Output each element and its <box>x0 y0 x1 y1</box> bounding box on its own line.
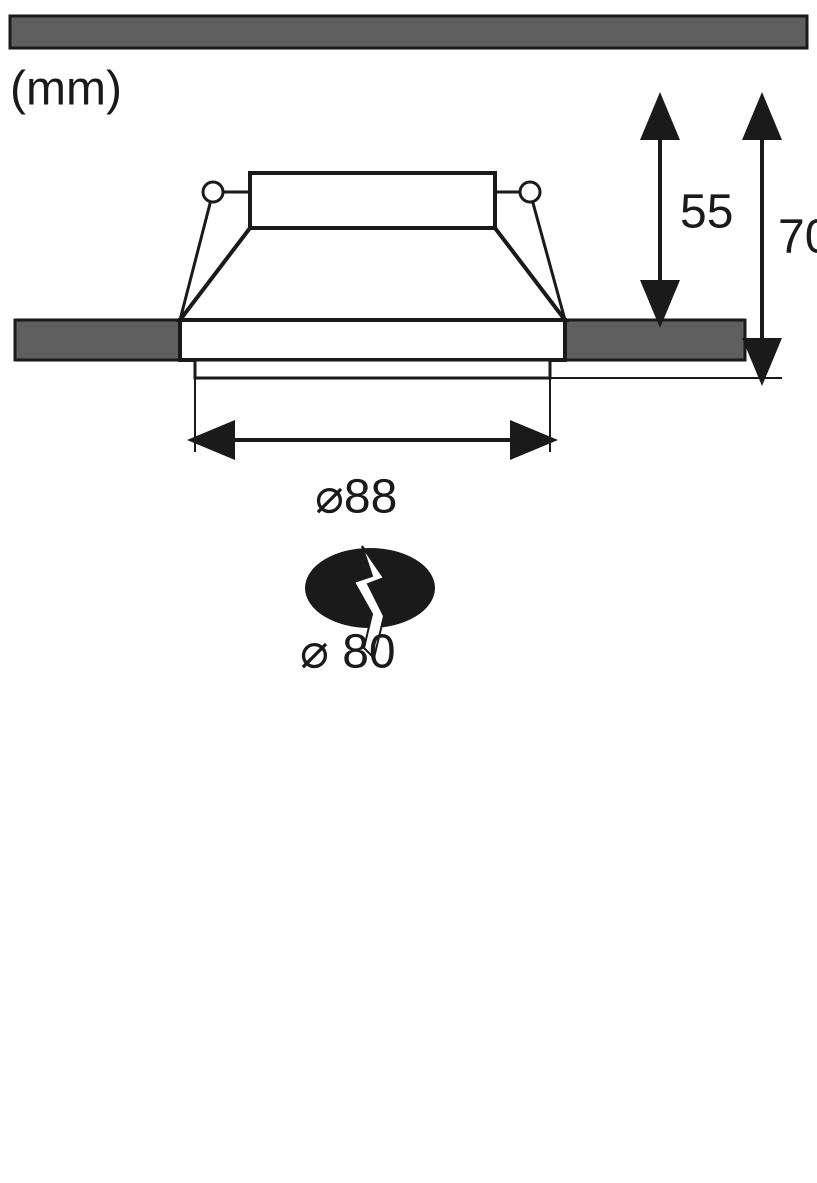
dim-label-diameter: ⌀88 <box>315 471 397 524</box>
unit-label: (mm) <box>10 63 122 116</box>
fixture-trim <box>195 360 550 378</box>
dimension-diagram: (mm) 55 70 ⌀88 ⌀ 80 <box>0 0 817 1183</box>
spring-right-hinge <box>520 182 540 202</box>
spring-left-hinge <box>203 182 223 202</box>
dim-label-70: 70 <box>778 211 817 264</box>
fixture-housing-top <box>250 173 495 228</box>
fixture-housing-body <box>180 228 565 320</box>
ceiling-bar <box>10 16 807 48</box>
fixture-bezel <box>180 320 565 360</box>
mount-plate-left <box>15 320 180 360</box>
mount-plate-right <box>565 320 745 360</box>
dim-label-55: 55 <box>680 186 733 239</box>
dim-label-cutout: ⌀ 80 <box>300 626 396 679</box>
